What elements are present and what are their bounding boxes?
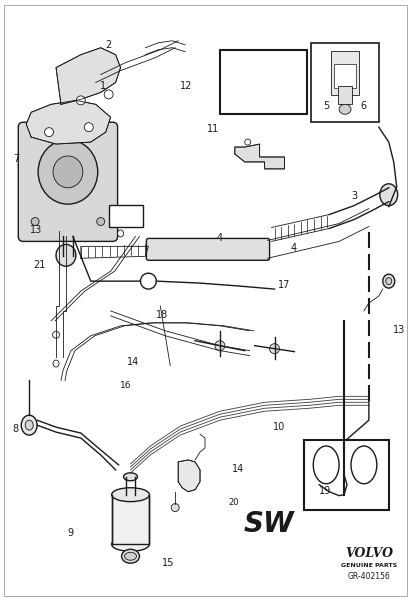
Ellipse shape bbox=[351, 446, 377, 484]
Text: 16: 16 bbox=[120, 381, 132, 390]
Text: 21: 21 bbox=[33, 260, 45, 270]
Bar bbox=[311, 43, 379, 122]
Text: 13: 13 bbox=[393, 325, 405, 335]
Bar bbox=[109, 205, 143, 227]
Ellipse shape bbox=[45, 127, 53, 136]
Ellipse shape bbox=[112, 537, 149, 551]
Text: 3: 3 bbox=[351, 191, 357, 201]
Bar bbox=[338, 87, 352, 105]
Bar bbox=[220, 50, 307, 114]
Ellipse shape bbox=[53, 331, 60, 338]
Text: 14: 14 bbox=[127, 356, 140, 367]
Ellipse shape bbox=[141, 273, 156, 289]
Text: 14: 14 bbox=[232, 464, 244, 474]
Ellipse shape bbox=[104, 90, 113, 99]
Ellipse shape bbox=[31, 218, 39, 225]
Ellipse shape bbox=[313, 446, 339, 484]
Text: 20: 20 bbox=[229, 498, 239, 507]
Text: 7: 7 bbox=[13, 154, 19, 164]
Ellipse shape bbox=[84, 123, 93, 132]
Text: GR-402156: GR-402156 bbox=[348, 572, 390, 581]
Text: 11: 11 bbox=[207, 124, 219, 134]
Ellipse shape bbox=[53, 360, 59, 367]
Polygon shape bbox=[178, 460, 200, 492]
Ellipse shape bbox=[125, 552, 136, 560]
Ellipse shape bbox=[386, 278, 392, 285]
Text: 10: 10 bbox=[273, 422, 286, 432]
Bar bbox=[304, 440, 389, 510]
Ellipse shape bbox=[38, 139, 98, 204]
Text: 1: 1 bbox=[99, 82, 106, 91]
Text: 6: 6 bbox=[361, 102, 367, 111]
Ellipse shape bbox=[245, 139, 251, 145]
Polygon shape bbox=[56, 47, 120, 105]
Text: 4: 4 bbox=[290, 243, 296, 254]
Ellipse shape bbox=[25, 420, 33, 430]
Ellipse shape bbox=[112, 488, 149, 502]
FancyBboxPatch shape bbox=[146, 239, 270, 260]
Ellipse shape bbox=[124, 473, 137, 481]
Bar bbox=[112, 495, 149, 545]
Text: 8: 8 bbox=[12, 424, 18, 434]
FancyBboxPatch shape bbox=[18, 122, 118, 242]
Text: 2: 2 bbox=[106, 40, 112, 50]
Text: GENUINE PARTS: GENUINE PARTS bbox=[341, 563, 397, 568]
Ellipse shape bbox=[76, 96, 85, 105]
Ellipse shape bbox=[383, 274, 395, 288]
Text: VOLVO: VOLVO bbox=[345, 547, 393, 560]
Text: 15: 15 bbox=[162, 558, 174, 568]
Text: 18: 18 bbox=[156, 310, 169, 320]
Ellipse shape bbox=[122, 549, 139, 563]
Ellipse shape bbox=[56, 245, 76, 266]
Text: 4: 4 bbox=[217, 233, 223, 243]
Text: 12: 12 bbox=[180, 82, 192, 91]
Text: 9: 9 bbox=[68, 528, 74, 538]
Text: 13: 13 bbox=[30, 225, 42, 236]
Ellipse shape bbox=[171, 504, 179, 511]
Ellipse shape bbox=[21, 415, 37, 435]
Ellipse shape bbox=[97, 218, 105, 225]
Polygon shape bbox=[235, 144, 284, 169]
Bar bbox=[334, 64, 356, 88]
Text: SW: SW bbox=[243, 510, 294, 538]
Text: 17: 17 bbox=[278, 280, 291, 290]
Ellipse shape bbox=[380, 184, 398, 206]
Ellipse shape bbox=[215, 341, 225, 350]
Ellipse shape bbox=[118, 230, 124, 237]
Text: 5: 5 bbox=[323, 102, 329, 111]
Ellipse shape bbox=[270, 344, 279, 353]
Polygon shape bbox=[26, 100, 111, 144]
Text: 19: 19 bbox=[319, 486, 331, 496]
Ellipse shape bbox=[53, 156, 83, 188]
Bar bbox=[331, 50, 359, 96]
Ellipse shape bbox=[339, 105, 351, 114]
